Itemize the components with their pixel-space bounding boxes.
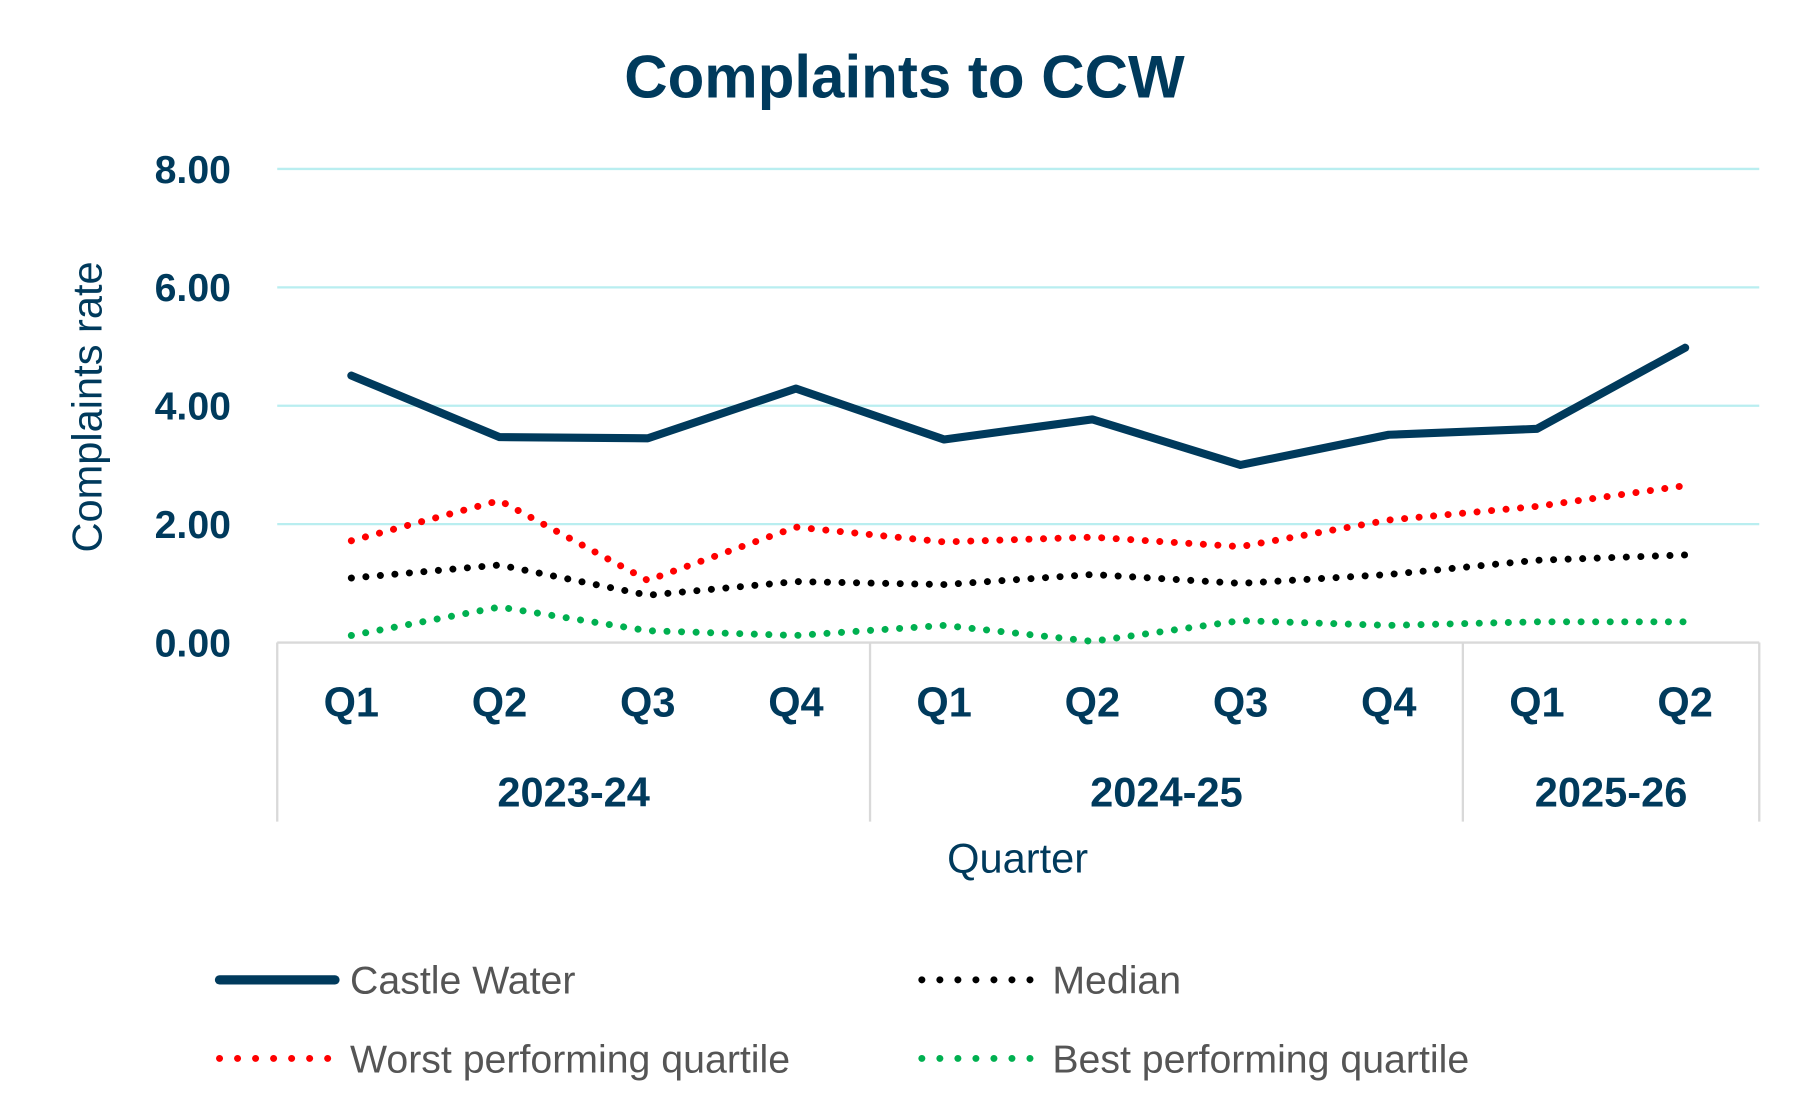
x-tick-label: Q1 [1509, 678, 1564, 725]
x-tick-label: Q3 [620, 678, 675, 725]
x-axis-label: Quarter [947, 834, 1088, 881]
chart-title: Complaints to CCW [624, 43, 1185, 110]
legend-label: Castle Water [350, 959, 575, 1003]
x-tick-label: Q2 [472, 678, 527, 725]
series-lines [347, 343, 1690, 645]
series-line-best-performing-quartile [347, 603, 1689, 645]
y-tick-label: 2.00 [155, 503, 231, 547]
x-tick-label: Q1 [916, 678, 971, 725]
x-axis: Q1 Q2 Q3 Q4 Q1 Q2 Q3 Q4 Q1 Q2 2023-24 2024-25 2025-2… [276, 641, 1761, 822]
x-tick-label: Q4 [1361, 678, 1416, 725]
legend: Castle Water Median Worst performing quart… [214, 959, 1469, 1081]
x-group-label: 2024-25 [1090, 769, 1243, 816]
legend-label: Best performing quartile [1052, 1037, 1469, 1081]
y-axis-label: Complaints rate [64, 261, 111, 552]
x-tick-label: Q3 [1213, 678, 1268, 725]
series-line-median [347, 551, 1689, 599]
x-tick-label: Q2 [1065, 678, 1120, 725]
series-line-worst-performing-quartile [347, 482, 1689, 584]
x-tick-label: Q2 [1657, 678, 1712, 725]
y-tick-label: 0.00 [155, 621, 231, 665]
y-tick-label: 6.00 [155, 266, 231, 310]
gridlines [277, 167, 1760, 526]
legend-label: Worst performing quartile [350, 1037, 790, 1081]
y-tick-label: 8.00 [155, 148, 231, 192]
x-tick-label: Q4 [768, 678, 823, 725]
x-group-label: 2023-24 [497, 769, 650, 816]
x-tick-label: Q1 [324, 678, 379, 725]
x-group-label: 2025-26 [1535, 769, 1688, 816]
y-tick-label: 4.00 [155, 385, 231, 429]
y-axis-ticks: 0.00 2.00 4.00 6.00 8.00 [155, 148, 231, 666]
legend-label: Median [1052, 959, 1181, 1003]
series-line-castle-water [347, 343, 1690, 469]
